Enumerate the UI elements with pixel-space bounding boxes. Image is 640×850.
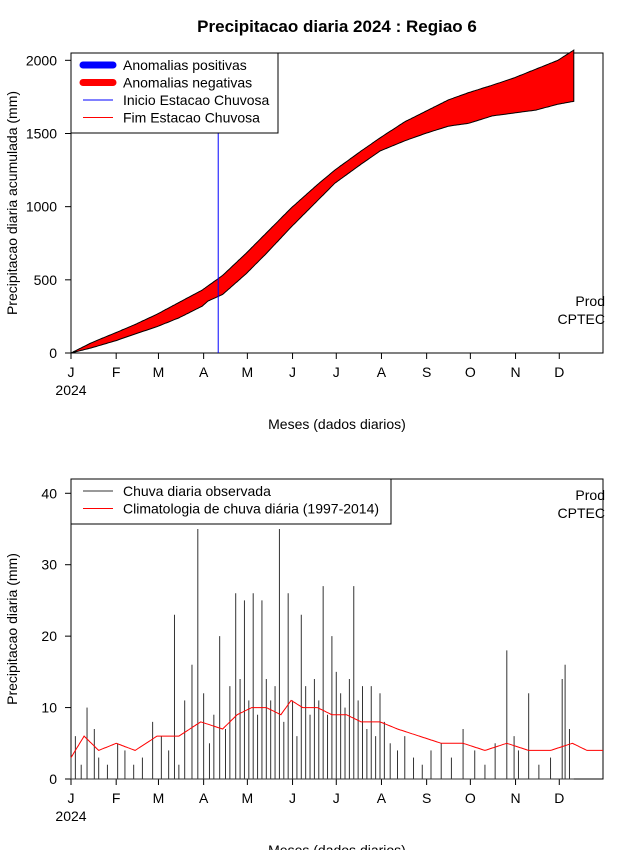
x-tick-label: S	[422, 790, 431, 806]
x-tick-label: D	[554, 364, 564, 380]
year-label: 2024	[55, 382, 86, 398]
x-tick-label: O	[465, 790, 476, 806]
y-tick-label: 40	[41, 485, 57, 501]
cumulative-precipitation-panel: 0 500 1000 1500 2000 J F M A M J J A S O N D 2024 Meses (d…	[4, 49, 605, 432]
year-label: 2024	[55, 808, 86, 824]
x-tick-label: J	[333, 364, 340, 380]
x-tick-label: N	[510, 364, 520, 380]
x-tick-label: M	[153, 364, 165, 380]
daily-precipitation-panel: 0 10 20 30 40 J F M A M J J A S O N D 2024 Meses (dados di…	[4, 478, 605, 850]
y-tick-label: 1000	[26, 199, 57, 215]
legend-label: Chuva diaria observada	[123, 483, 271, 499]
x-tick-label: F	[112, 790, 121, 806]
x-tick-label: M	[242, 790, 254, 806]
y-tick-label: 0	[49, 345, 57, 361]
x-tick-label: N	[510, 790, 520, 806]
y-tick-label: 1500	[26, 125, 57, 141]
x-tick-label: A	[199, 364, 209, 380]
chart-title: Precipitacao diaria 2024 : Regiao 6	[197, 17, 477, 36]
x-tick-label: J	[289, 364, 296, 380]
x-axis-label: Meses (dados diarios)	[268, 416, 406, 432]
x-tick-label: J	[333, 790, 340, 806]
y-axis-label: Precipitacao diaria (mm)	[4, 553, 20, 705]
x-tick-label: S	[422, 364, 431, 380]
product-note: CPTEC	[558, 505, 605, 521]
climatology-line	[70, 699, 603, 758]
legend-label: Anomalias negativas	[123, 75, 252, 91]
x-tick-label: A	[377, 790, 387, 806]
y-tick-label: 0	[49, 771, 57, 787]
x-tick-label: D	[554, 790, 564, 806]
x-tick-label: J	[289, 790, 296, 806]
x-tick-label: A	[199, 790, 209, 806]
product-note: Prod	[575, 487, 605, 503]
y-tick-label: 30	[41, 557, 57, 573]
x-tick-label: M	[153, 790, 165, 806]
x-tick-label: F	[112, 364, 121, 380]
x-tick-label: M	[242, 364, 254, 380]
y-axis-label: Precipitacao diaria acumulada (mm)	[4, 91, 20, 315]
y-tick-label: 10	[41, 700, 57, 716]
x-tick-label: J	[68, 364, 75, 380]
x-tick-label: A	[377, 364, 387, 380]
y-tick-label: 2000	[26, 52, 57, 68]
legend-label: Climatologia de chuva diária (1997-2014)	[123, 501, 379, 517]
y-tick-label: 500	[34, 272, 58, 288]
x-tick-label: J	[68, 790, 75, 806]
legend-label: Fim Estacao Chuvosa	[123, 110, 260, 126]
product-note: Prod	[575, 293, 605, 309]
x-axis-label: Meses (dados diarios)	[268, 842, 406, 850]
plot-frame	[70, 52, 604, 354]
x-tick-label: O	[465, 364, 476, 380]
legend-label: Inicio Estacao Chuvosa	[123, 92, 270, 108]
product-note: CPTEC	[558, 311, 605, 327]
legend-label: Anomalias positivas	[123, 57, 247, 73]
anomaly-negative-area	[70, 49, 575, 354]
y-tick-label: 20	[41, 628, 57, 644]
legend-box	[70, 478, 392, 525]
